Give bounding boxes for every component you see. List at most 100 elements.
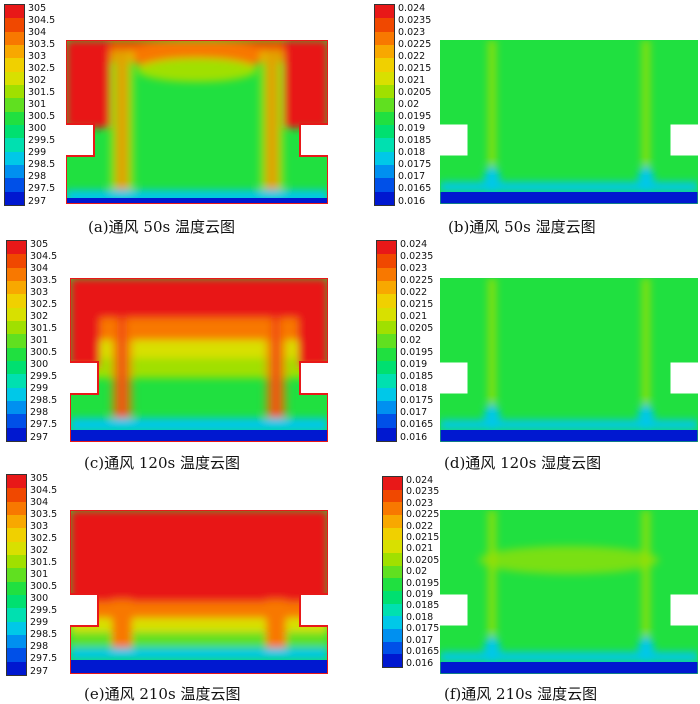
legend-color-swatch	[7, 347, 26, 361]
legend-tick-label: 0.0195	[400, 347, 434, 359]
legend-color-swatch	[377, 241, 396, 255]
humidity-contour-field	[440, 278, 698, 442]
legend-tick-label: 0.019	[400, 359, 428, 371]
legend-color-swatch	[383, 553, 402, 566]
legend-tick-label: 0.021	[400, 311, 428, 323]
legend-tick-label: 303.5	[30, 509, 58, 521]
legend-color-swatch	[375, 191, 394, 205]
legend-tick-label: 0.0175	[406, 623, 440, 635]
legend-color-swatch	[375, 84, 394, 99]
legend-tick-label: 300	[28, 123, 47, 135]
legend-color-swatch	[5, 124, 24, 139]
legend-color-swatch	[383, 591, 402, 604]
legend-tick-label: 0.0165	[400, 419, 434, 431]
legend-color-swatch	[377, 267, 396, 281]
legend-tick-label: 0.02	[398, 99, 420, 111]
legend-tick-label: 0.022	[398, 51, 426, 63]
legend-color-swatch	[5, 44, 24, 59]
legend-color-swatch	[7, 661, 26, 675]
legend-ticks: 305 304.5 304 303.5 303 302.5 302 301.5 301 300.5…	[28, 4, 55, 206]
legend-tick-label: 0.022	[400, 287, 428, 299]
legend-color-swatch	[7, 241, 26, 255]
legend-tick-label: 0.024	[398, 3, 426, 14]
legend-tick-label: 297.5	[28, 183, 56, 195]
legend-ticks: 305 304.5 304 303.5 303 302.5 302 301.5 301 300.5…	[30, 474, 57, 676]
legend-tick-label: 0.0165	[398, 183, 432, 195]
legend-tick-label: 0.018	[406, 611, 434, 623]
legend-color-swatch	[7, 334, 26, 348]
legend-color-swatch	[5, 178, 24, 192]
legend-color-swatch	[383, 603, 402, 617]
legend-color-swatch	[7, 594, 26, 609]
legend-tick-label: 300	[30, 593, 49, 605]
legend-tick-label: 297.5	[30, 419, 58, 431]
panel-caption: (b)通风 50s 湿度云图	[448, 218, 596, 236]
legend-color-swatch	[7, 254, 26, 268]
legend-tick-label: 303	[30, 287, 49, 299]
humidity-legend: 0.024 0.0235 0.023 0.0225 0.022 0.0215 0.021 0.…	[374, 4, 431, 206]
legend-tick-label: 0.023	[400, 263, 428, 275]
temperature-contour-plot	[70, 510, 328, 674]
legend-tick-label: 0.0185	[406, 600, 440, 612]
legend-color-swatch	[375, 98, 394, 112]
legend-color-swatch	[383, 629, 402, 642]
panel-caption: (f)通风 210s 湿度云图	[444, 685, 598, 703]
legend-tick-label: 0.017	[400, 407, 428, 419]
legend-color-swatch	[377, 347, 396, 361]
legend-color-swatch	[7, 488, 26, 502]
legend-tick-label: 0.019	[406, 589, 434, 601]
legend-tick-label: 0.016	[400, 431, 428, 443]
legend-tick-label: 304.5	[30, 485, 58, 497]
legend-tick-label: 305	[30, 239, 49, 250]
legend-tick-label: 305	[28, 3, 47, 14]
legend-tick-label: 300.5	[30, 347, 58, 359]
legend-tick-label: 303	[30, 521, 49, 533]
panel-caption: (d)通风 120s 湿度云图	[444, 454, 602, 472]
temperature-contour-plot	[66, 40, 328, 204]
legend-tick-label: 298.5	[30, 395, 58, 407]
legend-color-swatch	[383, 616, 402, 630]
legend-tick-label: 0.0235	[406, 486, 440, 498]
legend-tick-label: 0.022	[406, 520, 434, 532]
humidity-contour-field	[440, 510, 698, 674]
legend-tick-label: 303	[28, 51, 47, 63]
legend-tick-label: 0.0215	[400, 299, 434, 311]
legend-tick-label: 304	[28, 27, 47, 39]
legend-tick-label: 299.5	[30, 605, 58, 617]
temperature-contour-plot	[70, 278, 328, 442]
legend-tick-label: 0.018	[400, 383, 428, 395]
legend-color-swatch	[5, 18, 24, 32]
legend-color-swatch	[377, 360, 396, 375]
legend-tick-label: 298.5	[28, 159, 56, 171]
legend-tick-label: 301.5	[30, 557, 58, 569]
legend-tick-label: 0.0235	[398, 15, 432, 27]
legend-color-swatch	[5, 151, 24, 165]
legend-color-swatch	[5, 5, 24, 19]
legend-tick-label: 302.5	[30, 533, 58, 545]
legend-color-swatch	[5, 191, 24, 205]
legend-tick-label: 302	[28, 75, 47, 87]
legend-tick-label: 301.5	[28, 87, 56, 99]
legend-tick-label: 0.0225	[398, 39, 432, 51]
legend-color-swatch	[7, 475, 26, 489]
legend-tick-label: 0.0225	[400, 275, 434, 287]
temperature-legend: 305 304.5 304 303.5 303 302.5 302 301.5 301 300.5…	[6, 474, 57, 676]
legend-color-swatch	[377, 414, 396, 428]
legend-color-swatch	[7, 427, 26, 441]
legend-color-swatch	[7, 387, 26, 401]
legend-tick-label: 301	[30, 335, 49, 347]
legend-color-swatch	[375, 71, 394, 85]
legend-color-swatch	[7, 501, 26, 515]
legend-color-swatch	[7, 307, 26, 321]
legend-color-swatch	[7, 648, 26, 662]
legend-color-swatch	[7, 608, 26, 622]
legend-tick-label: 304	[30, 497, 49, 509]
legend-color-swatch	[7, 320, 26, 335]
legend-color-swatch	[375, 58, 394, 72]
legend-color-swatch	[375, 111, 394, 125]
legend-color-swatch	[383, 540, 402, 554]
legend-tick-label: 0.0215	[398, 63, 432, 75]
temperature-legend: 305 304.5 304 303.5 303 302.5 302 301.5 301 300.5…	[4, 4, 55, 206]
legend-color-swatch	[377, 294, 396, 308]
legend-tick-label: 0.019	[398, 123, 426, 135]
